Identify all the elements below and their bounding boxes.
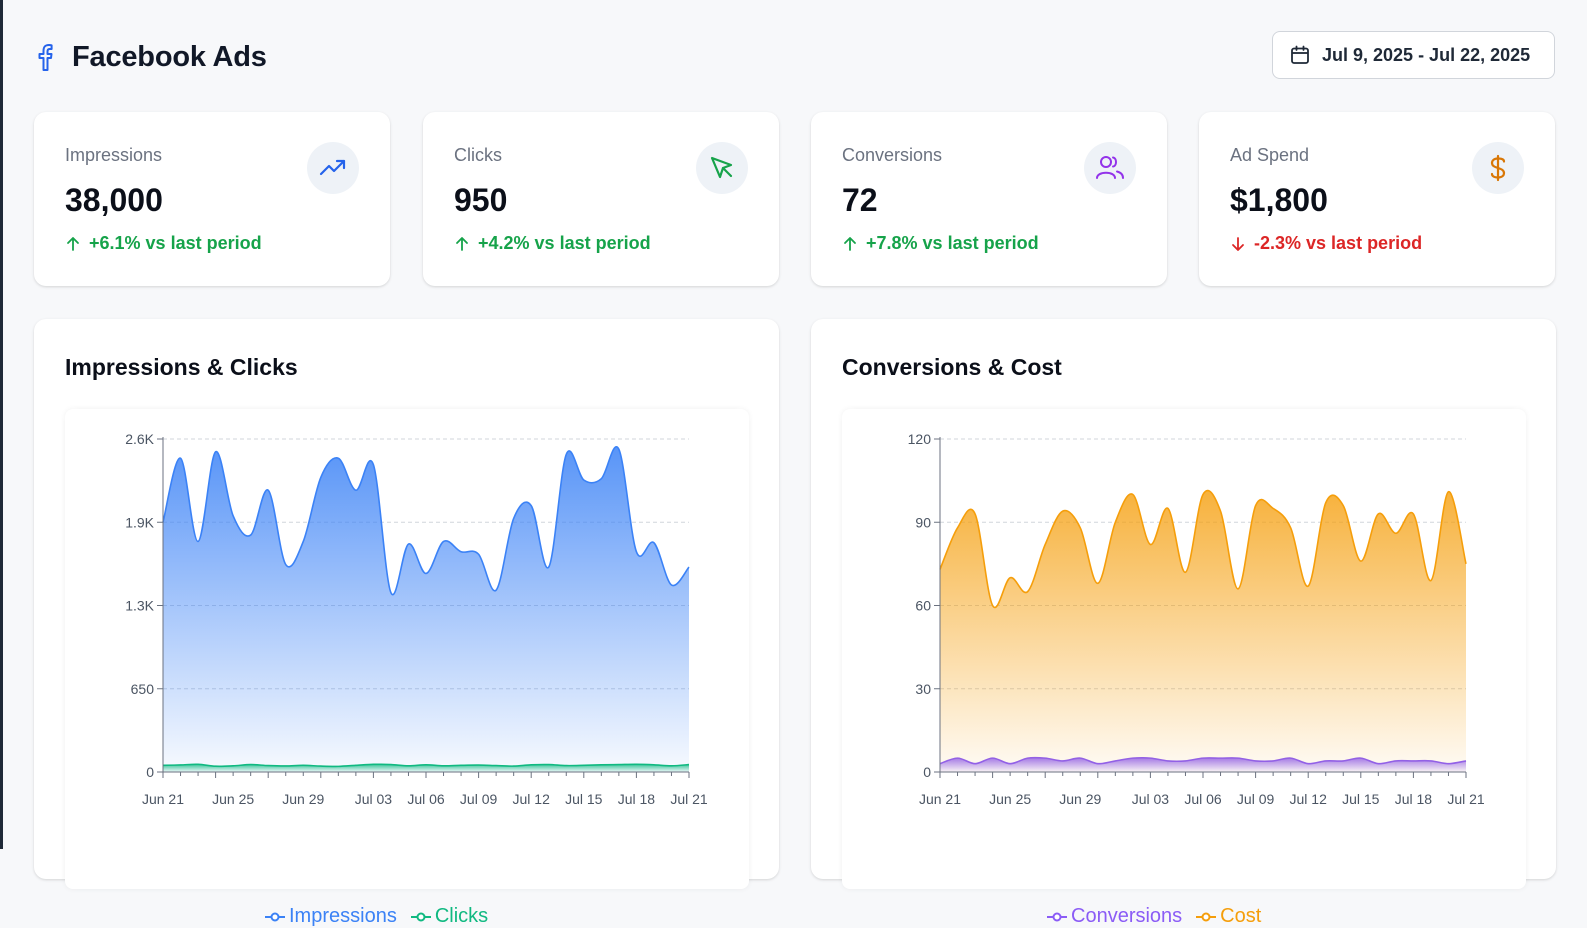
kpi-change: +6.1% vs last period [65, 233, 262, 254]
kpi-card-clicks: Clicks 950 +4.2% vs last period [423, 112, 779, 286]
kpi-change: -2.3% vs last period [1230, 233, 1422, 254]
x-tick-label: Jun 25 [989, 791, 1031, 807]
page-header: Facebook Ads [34, 36, 267, 78]
kpi-card-ad-spend: Ad Spend $1,800 -2.3% vs last period [1199, 112, 1555, 286]
kpi-change: +4.2% vs last period [454, 233, 651, 254]
legend-line-icon [410, 912, 431, 921]
date-range-picker[interactable]: Jul 9, 2025 - Jul 22, 2025 [1272, 31, 1555, 79]
impressions-clicks-panel: Impressions & Clicks 0 650 1.3K 1.9K 2.6K Jun… [34, 319, 779, 927]
legend-line-icon [1047, 912, 1067, 921]
x-tick-label: Jul 15 [1342, 791, 1380, 807]
y-tick-label: 90 [915, 514, 931, 530]
calendar-icon [1290, 45, 1310, 65]
kpi-card-impressions: Impressions 38,000 +6.1% vs last period [34, 112, 390, 286]
impressions-clicks-svg: 0 650 1.3K 1.9K 2.6K Jun 21 Jun 25 Jun 29 Jul 03… [125, 431, 708, 807]
line-clicks [162, 763, 690, 768]
line-cost [939, 489, 1467, 609]
y-tick-label: 1.9K [125, 514, 154, 530]
kpi-value: 72 [842, 182, 878, 218]
kpi-card-conversions: Conversions 72 +7.8% vs last period [811, 112, 1167, 286]
chart-title: Conversions & Cost [842, 354, 1062, 380]
legend-label: Cost [1220, 905, 1262, 927]
arrow-up-icon [844, 236, 856, 251]
line-impressions [162, 446, 690, 596]
x-tick-label: Jul 12 [513, 791, 551, 807]
kpi-value: 38,000 [65, 182, 163, 218]
x-tick-label: Jul 06 [1184, 791, 1222, 807]
y-tick-label: 0 [923, 764, 931, 780]
cursor-icon [696, 142, 748, 194]
conversions-cost-chart: 0 30 60 90 120 Jun 21 Jun 25 Jun 29 Jul 03 Jul 06… [842, 409, 1526, 927]
legend-label: Clicks [434, 905, 489, 927]
area-cost [940, 490, 1466, 772]
legend-line-icon [1196, 912, 1217, 921]
x-tick-label: Jul 18 [618, 791, 656, 807]
x-tick-label: Jun 29 [1059, 791, 1101, 807]
page-title: Facebook Ads [72, 40, 267, 73]
x-tick-label: Jun 25 [212, 791, 254, 807]
arrow-up-icon [456, 236, 468, 251]
x-tick-label: Jul 03 [1132, 791, 1170, 807]
legend-label: Impressions [289, 905, 397, 927]
dollar-icon [1472, 142, 1524, 194]
y-tick-label: 120 [908, 431, 932, 447]
chart-legend: Conversions Cost [1047, 905, 1275, 928]
legend-line-icon [265, 912, 285, 921]
impressions-clicks-chart: 0 650 1.3K 1.9K 2.6K Jun 21 Jun 25 Jun 29 Jul 03… [65, 409, 749, 927]
kpi-change-text: +7.8% vs last period [866, 233, 1039, 253]
kpi-value: $1,800 [1230, 182, 1328, 218]
y-tick-label: 0 [146, 764, 154, 780]
x-tick-label: Jul 06 [407, 791, 445, 807]
x-tick-label: Jun 21 [142, 791, 184, 807]
y-tick-label: 2.6K [125, 431, 154, 447]
conversions-cost-svg: 0 30 60 90 120 Jun 21 Jun 25 Jun 29 Jul 03 Jul 06… [908, 431, 1485, 807]
x-tick-label: Jul 09 [1237, 791, 1275, 807]
kpi-label: Impressions [65, 145, 163, 165]
legend-label: Conversions [1071, 905, 1183, 927]
users-icon [1084, 142, 1136, 194]
date-range-label: Jul 9, 2025 - Jul 22, 2025 [1322, 44, 1531, 65]
x-tick-label: Jul 12 [1290, 791, 1328, 807]
chart-legend: Impressions Clicks [265, 905, 502, 928]
arrow-up-icon [67, 236, 79, 251]
x-tick-label: Jul 18 [1395, 791, 1433, 807]
legend-item-clicks[interactable]: Clicks [410, 905, 489, 928]
x-tick-label: Jun 21 [919, 791, 961, 807]
window-edge [0, 0, 3, 849]
arrow-down-icon [1232, 236, 1244, 251]
y-tick-label: 1.3K [125, 598, 154, 614]
y-tick-label: 30 [915, 681, 931, 697]
x-tick-label: Jul 15 [565, 791, 603, 807]
kpi-value: 950 [454, 182, 508, 218]
conversions-cost-panel: Conversions & Cost 0 30 60 90 120 Jun 21 Jun 2… [811, 319, 1556, 927]
kpi-label: Conversions [842, 145, 943, 165]
kpi-label: Ad Spend [1230, 145, 1310, 165]
legend-item-impressions[interactable]: Impressions [265, 905, 397, 928]
kpi-change-text: -2.3% vs last period [1254, 233, 1423, 253]
y-tick-label: 60 [915, 598, 931, 614]
x-tick-label: Jul 21 [670, 791, 708, 807]
kpi-change: +7.8% vs last period [842, 233, 1039, 254]
legend-item-conversions[interactable]: Conversions [1047, 905, 1182, 928]
facebook-icon [34, 41, 58, 73]
chart-title: Impressions & Clicks [65, 354, 298, 380]
kpi-label: Clicks [454, 145, 502, 165]
kpi-change-text: +4.2% vs last period [478, 233, 651, 253]
trending-up-icon [307, 142, 359, 194]
x-tick-label: Jul 09 [460, 791, 498, 807]
y-tick-label: 650 [131, 681, 155, 697]
legend-item-cost[interactable]: Cost [1196, 905, 1261, 928]
x-tick-label: Jun 29 [282, 791, 324, 807]
area-impressions [163, 446, 689, 772]
x-tick-label: Jul 03 [355, 791, 393, 807]
kpi-change-text: +6.1% vs last period [89, 233, 262, 253]
x-tick-label: Jul 21 [1447, 791, 1485, 807]
